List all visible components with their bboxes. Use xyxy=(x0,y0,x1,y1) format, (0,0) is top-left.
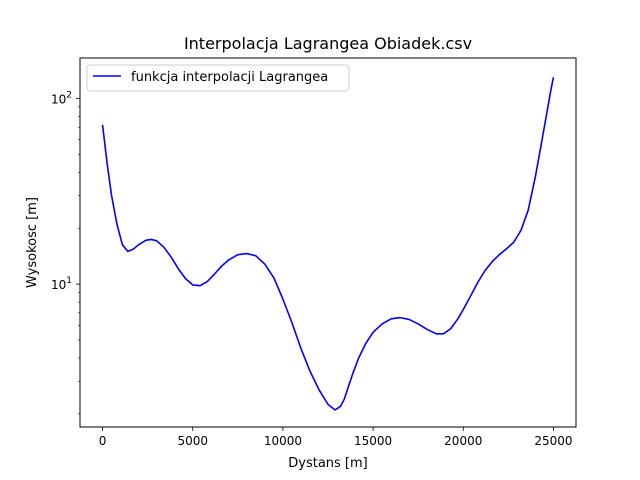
x-tick-label: 10000 xyxy=(264,434,302,448)
plot-frame xyxy=(79,57,577,428)
series-line-0 xyxy=(101,77,555,411)
x-tick-label: 15000 xyxy=(354,434,392,448)
plot-area xyxy=(80,58,576,427)
y-tick-label: 101 xyxy=(51,276,72,292)
legend-box xyxy=(86,64,350,92)
x-tick-label: 20000 xyxy=(444,434,482,448)
x-tick-label: 25000 xyxy=(534,434,572,448)
x-axis-label: Dystans [m] xyxy=(288,456,368,471)
y-axis-ticks: 101 102 xyxy=(51,90,80,415)
legend-label: funkcja interpolacji Lagrangea xyxy=(131,70,328,85)
x-axis-ticks: 0 5000 10000 15000 20000 25000 xyxy=(99,427,573,448)
y-axis-label: Wysokosc [m] xyxy=(25,197,40,288)
y-tick-label: 102 xyxy=(51,90,72,106)
chart-title: Interpolacja Lagrangea Obiadek.csv xyxy=(184,34,472,53)
series-layer xyxy=(101,77,555,411)
legend: funkcja interpolacji Lagrangea xyxy=(86,64,350,92)
x-tick-label: 5000 xyxy=(177,434,208,448)
x-tick-label: 0 xyxy=(99,434,107,448)
